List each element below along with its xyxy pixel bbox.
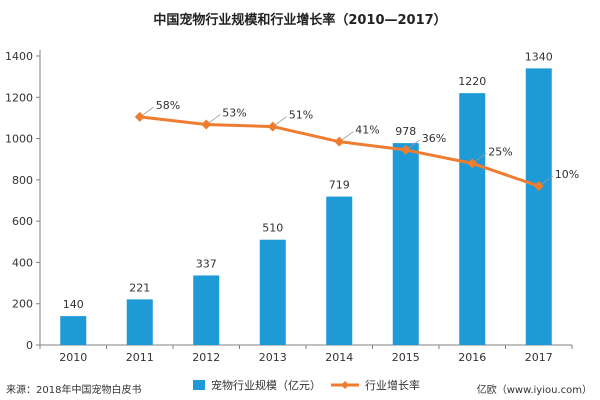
growth-point (267, 121, 278, 132)
bar-value-label: 140 (63, 298, 84, 311)
growth-point (201, 119, 212, 130)
growth-label: 53% (222, 107, 246, 120)
growth-label-leader (209, 114, 221, 123)
growth-label: 25% (488, 145, 512, 158)
bar (126, 299, 153, 345)
growth-point (400, 144, 411, 155)
growth-label: 51% (289, 109, 313, 122)
credit-note: 亿欧（www.iyiou.com） (476, 385, 592, 396)
x-tick-label: 2015 (392, 351, 420, 364)
bar-value-label: 221 (129, 281, 150, 294)
growth-label: 58% (156, 99, 180, 112)
growth-point (467, 158, 478, 169)
growth-label-leader (342, 131, 354, 140)
chart-title: 中国宠物行业规模和行业增长率（2010—2017） (153, 13, 447, 28)
legend-bar-label: 宠物行业规模（亿元） (211, 379, 321, 392)
growth-label: 10% (555, 168, 579, 181)
y-tick-label: 0 (26, 339, 33, 352)
growth-label: 41% (355, 124, 379, 137)
x-tick-label: 2012 (192, 351, 220, 364)
growth-label-leader (408, 139, 420, 149)
bar (326, 196, 353, 345)
legend-line-label: 行业增长率 (365, 379, 420, 392)
bar (193, 275, 220, 345)
growth-label: 36% (422, 132, 446, 145)
growth-label-leader (541, 175, 553, 185)
bar (525, 68, 552, 345)
growth-point (334, 136, 345, 147)
x-tick-label: 2014 (325, 351, 353, 364)
bar-value-label: 978 (395, 125, 416, 138)
bar (60, 316, 87, 345)
bar (259, 239, 286, 345)
y-tick-label: 800 (12, 174, 33, 187)
bar-value-label: 510 (262, 222, 283, 235)
legend-line-swatch (331, 381, 359, 389)
legend-bar-swatch (193, 380, 205, 390)
bar-value-label: 1340 (525, 50, 553, 63)
y-tick-label: 400 (12, 256, 33, 269)
legend-item-line: 行业增长率 (331, 377, 420, 393)
bar-value-label: 719 (329, 179, 350, 192)
y-tick-label: 1200 (5, 91, 33, 104)
y-tick-label: 200 (12, 298, 33, 311)
y-tick-label: 600 (12, 215, 33, 228)
y-tick-label: 1400 (5, 50, 33, 63)
growth-point (134, 111, 145, 122)
growth-point (533, 181, 544, 192)
bar-value-label: 1220 (458, 75, 486, 88)
growth-label-leader (142, 106, 154, 116)
x-tick-label: 2011 (126, 351, 154, 364)
growth-label-leader (475, 153, 487, 162)
x-tick-label: 2010 (59, 351, 87, 364)
growth-label-leader (275, 116, 287, 125)
y-tick-label: 1000 (5, 133, 33, 146)
legend-item-bar: 宠物行业规模（亿元） (193, 377, 321, 393)
x-tick-label: 2017 (525, 351, 553, 364)
source-note: 来源：2018年中国宠物白皮书 (6, 385, 142, 396)
x-tick-label: 2016 (458, 351, 486, 364)
bar-value-label: 337 (196, 257, 217, 270)
bar (459, 93, 486, 346)
x-tick-label: 2013 (259, 351, 287, 364)
bar (392, 143, 419, 345)
